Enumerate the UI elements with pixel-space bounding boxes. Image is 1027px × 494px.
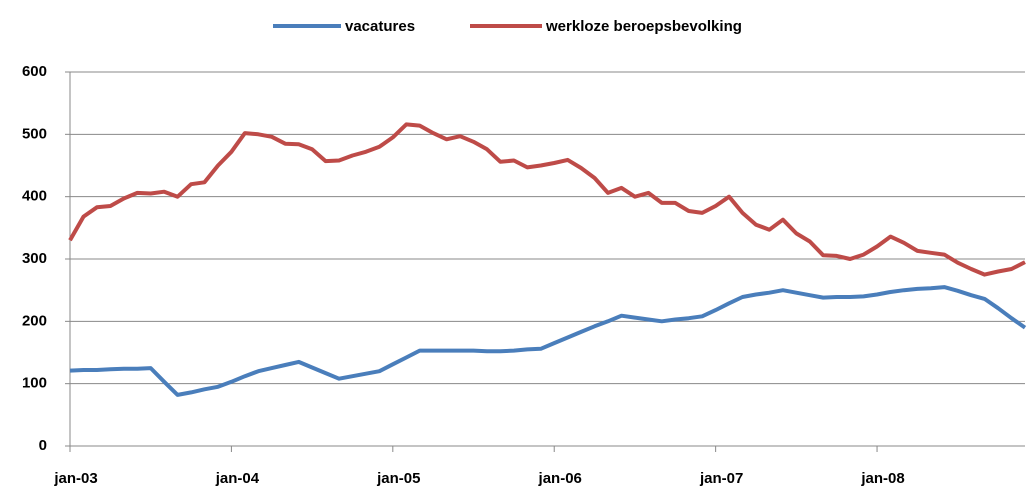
x-tick-label: jan-06	[538, 470, 582, 487]
y-tick-label: 200	[22, 312, 47, 329]
series-line	[68, 122, 1026, 277]
y-tick-label: 300	[22, 250, 47, 267]
legend-label: werkloze beroepsbevolking	[545, 18, 742, 35]
y-tick-label: 600	[22, 63, 47, 80]
y-tick-label: 400	[22, 188, 47, 205]
x-tick-label: jan-07	[699, 470, 743, 487]
series-line	[69, 285, 1027, 397]
legend-label: vacatures	[345, 18, 415, 35]
y-tick-label: 500	[22, 125, 47, 142]
y-tick-label: 100	[22, 375, 47, 392]
x-tick-label: jan-04	[215, 470, 260, 487]
x-tick-label: jan-03	[53, 470, 97, 487]
y-tick-label: 0	[39, 437, 47, 454]
x-tick-label: jan-08	[860, 470, 904, 487]
x-tick-label: jan-05	[376, 470, 420, 487]
